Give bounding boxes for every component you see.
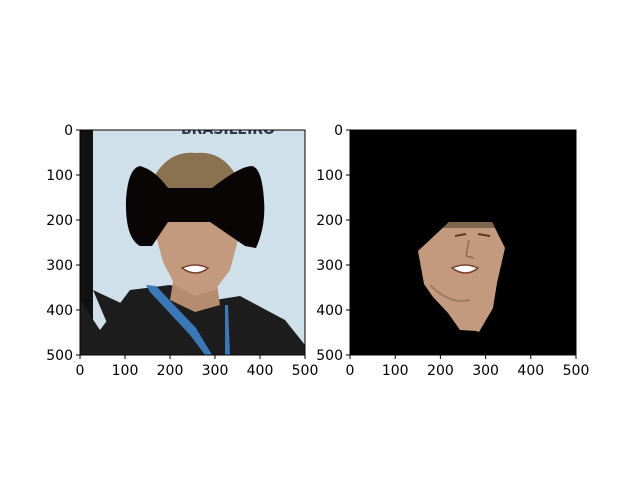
y-tick-label: 300 — [316, 258, 343, 274]
background-text: BRASILEIRO — [181, 122, 275, 138]
y-tick-label: 0 — [334, 123, 343, 139]
y-tick-label: 500 — [316, 348, 343, 364]
y-tick-label: 400 — [46, 303, 73, 319]
y-tick-label: 100 — [316, 168, 343, 184]
y-tick-label: 300 — [46, 258, 73, 274]
y-tick-label: 100 — [46, 168, 73, 184]
x-tick-label: 400 — [517, 363, 544, 379]
y-tick-label: 200 — [46, 213, 73, 229]
left-image: BRASILEIRO — [80, 122, 305, 355]
x-tick-label: 100 — [112, 363, 139, 379]
x-tick-label: 0 — [346, 363, 355, 379]
y-tick-label: 0 — [64, 123, 73, 139]
x-tick-label: 100 — [382, 363, 409, 379]
y-tick-label: 400 — [316, 303, 343, 319]
y-tick-label: 200 — [316, 213, 343, 229]
x-tick-label: 200 — [157, 363, 184, 379]
right-axes-frame — [349, 129, 577, 356]
x-tick-label: 0 — [76, 363, 85, 379]
x-tick-label: 300 — [202, 363, 229, 379]
x-tick-label: 400 — [247, 363, 274, 379]
x-tick-label: 500 — [563, 363, 590, 379]
left-axes-frame — [79, 129, 306, 356]
x-tick-label: 500 — [292, 363, 319, 379]
x-tick-label: 200 — [427, 363, 454, 379]
bowtie-mask — [125, 166, 265, 248]
x-tick-label: 300 — [472, 363, 499, 379]
y-tick-label: 500 — [46, 348, 73, 364]
